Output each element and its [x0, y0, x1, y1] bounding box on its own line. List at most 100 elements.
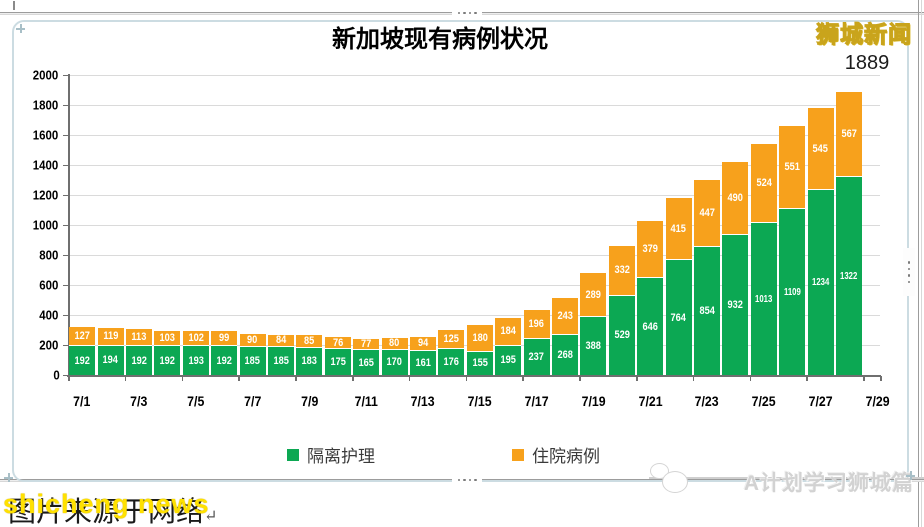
legend-swatch-orange [512, 448, 524, 461]
bar-value-label: 646 [642, 320, 658, 333]
bar-segment-hospital: 289 [580, 273, 607, 317]
bar-value-label: 551 [784, 160, 800, 173]
bar-value-label: 194 [102, 354, 119, 367]
resize-handle-top-left-icon[interactable] [16, 24, 25, 33]
bar-segment-isolation: 155 [466, 351, 493, 375]
bar-value-label: 379 [642, 243, 658, 256]
bar-value-label: 185 [273, 355, 289, 368]
x-axis-label: 7/25 [751, 393, 776, 409]
x-axis-label: 7/3 [130, 393, 148, 409]
bar-value-label: 185 [244, 355, 261, 368]
chart-title: 新加坡现有病例状况 [332, 26, 548, 53]
y-axis-label: 800 [39, 247, 59, 263]
bar-segment-isolation: 192 [211, 346, 238, 375]
bar-value-label: 490 [727, 191, 744, 204]
drag-handle-top-icon[interactable] [452, 7, 482, 19]
bar-value-label: 764 [670, 311, 687, 324]
bar-segment-isolation: 192 [154, 346, 181, 375]
bar-segment-isolation: 1322 [836, 176, 862, 375]
bar-segment-isolation: 529 [608, 295, 635, 375]
legend-item-isolation: 隔离护理 [287, 442, 375, 467]
bar-value-label: 77 [361, 337, 372, 350]
x-axis-tick [68, 376, 70, 381]
bar-segment-isolation: 165 [353, 350, 380, 375]
x-axis-label: 7/29 [865, 393, 890, 409]
x-axis-tick [806, 376, 808, 381]
x-axis-label: 7/5 [187, 393, 205, 409]
x-axis-label: 7/19 [581, 393, 606, 409]
bar-segment-isolation: 932 [722, 235, 749, 375]
bar-value-label: 180 [472, 331, 488, 344]
bar-segment-isolation: 192 [69, 346, 96, 375]
bar-value-label: 125 [443, 332, 460, 345]
y-axis-tick [63, 164, 68, 166]
x-axis-tick [124, 376, 127, 381]
legend-label-hospital: 住院病例 [532, 447, 600, 466]
gridline [68, 315, 880, 316]
gridline [68, 285, 880, 286]
x-axis-label: 7/11 [354, 393, 378, 409]
x-axis-tick [295, 376, 297, 381]
gridline [68, 225, 880, 226]
y-axis-label: 1000 [32, 217, 59, 233]
bar-value-label: 1322 [840, 269, 858, 282]
x-axis-tick [880, 376, 882, 381]
bar-segment-hospital: 184 [495, 318, 522, 346]
bar-value-label: 332 [614, 264, 630, 277]
y-axis-tick [63, 314, 68, 316]
bar-segment-hospital: 90 [239, 333, 266, 348]
watermark-line [649, 477, 924, 479]
bar-segment-hospital: 415 [665, 198, 692, 261]
bar-segment-hospital: 80 [381, 337, 408, 350]
bar-segment-hospital: 103 [154, 330, 181, 347]
bar-segment-isolation: 185 [239, 347, 266, 375]
bar-value-label: 545 [812, 142, 829, 155]
bar-segment-isolation: 193 [182, 346, 209, 375]
y-axis-tick [63, 74, 68, 76]
x-axis-label: 7/17 [524, 393, 549, 409]
bar-value-label: 192 [216, 354, 232, 367]
bar-segment-hospital: 332 [608, 245, 635, 296]
bar-segment-hospital: 125 [438, 329, 465, 349]
bar-segment-isolation: 268 [552, 334, 578, 375]
x-axis-tick [408, 376, 411, 381]
bar-value-label: 84 [275, 334, 287, 347]
x-axis-label: 7/23 [695, 393, 719, 409]
gridline [68, 135, 880, 136]
bar-value-label: 103 [159, 331, 176, 344]
bar-value-label: 932 [727, 299, 744, 312]
bar-value-label: 243 [557, 310, 573, 323]
gridline [68, 105, 880, 106]
y-axis-label: 200 [39, 337, 59, 353]
resize-handle-bottom-left-icon[interactable] [4, 473, 13, 482]
x-axis-tick [181, 376, 184, 381]
x-axis-tick [522, 376, 524, 381]
bar-value-label: 184 [500, 325, 516, 338]
bar-value-label: 268 [557, 348, 573, 361]
bar-value-label: 237 [528, 351, 545, 364]
bar-value-label: 102 [188, 331, 204, 344]
x-axis-label: 7/7 [244, 393, 262, 409]
bar-value-label: 854 [699, 304, 715, 317]
resize-handle-bottom-right-icon[interactable] [906, 471, 915, 480]
bar-segment-hospital: 127 [69, 327, 96, 347]
x-axis-label: 7/1 [73, 393, 91, 409]
bar-value-label: 80 [389, 337, 400, 349]
y-axis-label: 400 [39, 307, 59, 323]
legend-label-isolation: 隔离护理 [307, 447, 375, 466]
drag-handle-right-icon[interactable] [903, 248, 915, 296]
x-axis-tick [579, 376, 581, 381]
y-axis-line [68, 74, 70, 376]
bar-value-label: 447 [699, 206, 715, 219]
bar-segment-hospital: 447 [694, 179, 720, 247]
bar-value-label: 192 [159, 354, 176, 367]
drag-handle-bottom-icon[interactable] [452, 474, 482, 486]
bar-value-label: 183 [301, 355, 318, 368]
x-axis-tick [636, 376, 638, 381]
bar-value-label: 155 [472, 357, 488, 370]
bar-segment-hospital: 567 [836, 91, 862, 177]
bar-value-label: 193 [188, 354, 204, 367]
image-source-text: 图片来源于网络↵ [8, 497, 218, 527]
x-axis-label: 7/9 [300, 393, 318, 409]
